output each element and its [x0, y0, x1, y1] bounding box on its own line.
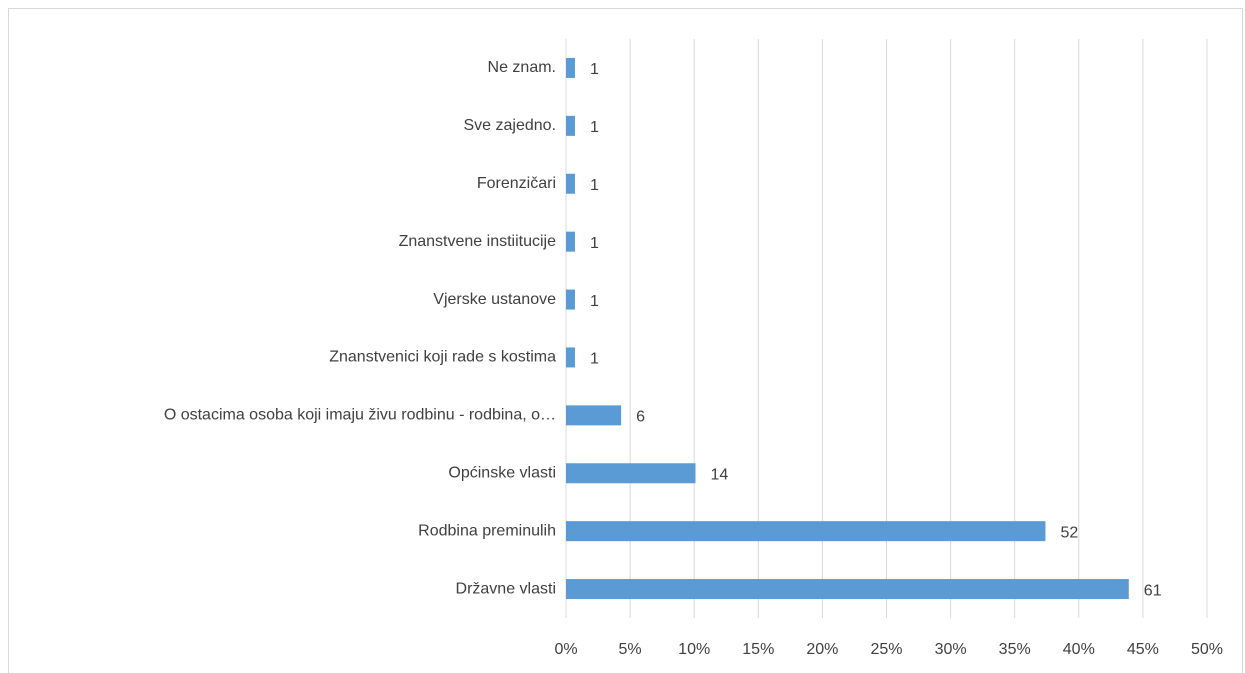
- data-label: 1: [590, 235, 599, 252]
- data-label: 61: [1144, 582, 1162, 599]
- y-tick-label: Ne znam.: [488, 59, 556, 76]
- data-label: 6: [636, 409, 645, 426]
- bar: [566, 289, 575, 310]
- x-tick-label: 45%: [1127, 641, 1159, 658]
- y-tick-label: O ostacima osoba koji imaju živu rodbinu…: [164, 407, 556, 424]
- bar: [566, 405, 622, 426]
- x-tick-label: 30%: [935, 641, 967, 658]
- bar: [566, 521, 1046, 542]
- data-label: 1: [590, 61, 599, 78]
- x-tick-label: 35%: [999, 641, 1031, 658]
- y-tick-label: Znanstvene instiitucije: [399, 233, 557, 250]
- x-tick-label: 10%: [678, 641, 710, 658]
- bar: [566, 347, 575, 368]
- data-label: 1: [590, 177, 599, 194]
- bar: [566, 173, 575, 194]
- y-tick-label: Rodbina preminulih: [418, 522, 556, 539]
- y-tick-label: Sve zajedno.: [463, 117, 556, 134]
- x-tick-label: 40%: [1063, 641, 1095, 658]
- bar: [566, 115, 575, 136]
- data-label: 1: [590, 293, 599, 310]
- y-tick-label: Vjerske ustanove: [433, 291, 556, 308]
- bar: [566, 463, 696, 484]
- bar: [566, 57, 575, 78]
- data-label: 52: [1060, 524, 1078, 541]
- chart-border: [8, 8, 1243, 673]
- x-tick-label: 25%: [870, 641, 902, 658]
- x-tick-label: 50%: [1191, 641, 1223, 658]
- data-label: 1: [590, 351, 599, 368]
- x-tick-label: 20%: [806, 641, 838, 658]
- y-tick-label: Znanstvenici koji rade s kostima: [329, 349, 556, 366]
- y-tick-label: Državne vlasti: [456, 580, 556, 597]
- data-label: 14: [710, 466, 728, 483]
- x-tick-label: 15%: [742, 641, 774, 658]
- x-tick-label: 0%: [554, 641, 577, 658]
- y-tick-label: Forenzičari: [477, 175, 556, 192]
- bar: [566, 231, 575, 252]
- bar: [566, 579, 1129, 600]
- data-label: 1: [590, 119, 599, 136]
- y-tick-label: Općinske vlasti: [448, 464, 556, 481]
- x-tick-label: 5%: [619, 641, 642, 658]
